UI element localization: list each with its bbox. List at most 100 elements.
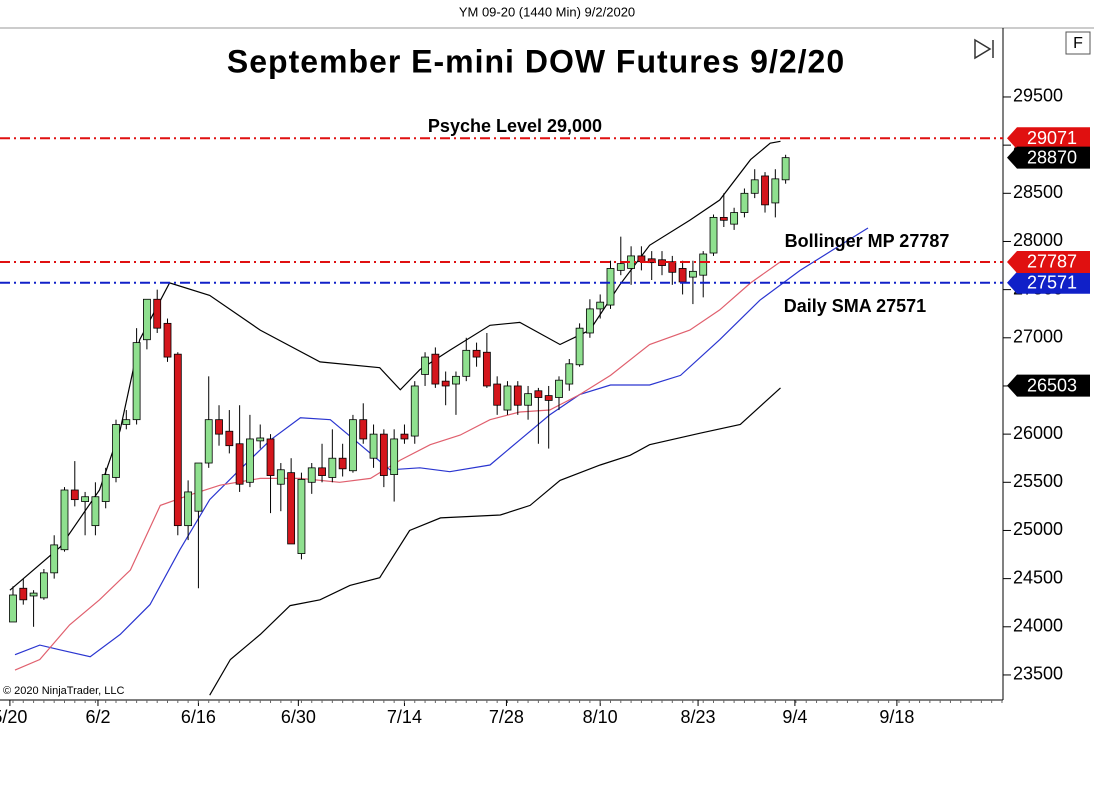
candle-body — [91, 496, 100, 527]
candle-body — [379, 433, 388, 476]
copyright: © 2020 NinjaTrader, LLC — [3, 685, 124, 697]
candle-body — [266, 438, 275, 476]
y-tick-label: 26000 — [1013, 423, 1063, 443]
candle-body — [204, 419, 213, 464]
candle-body — [81, 496, 89, 502]
candle-body — [60, 489, 69, 551]
candle-body — [678, 268, 687, 283]
candle-body — [421, 356, 429, 375]
candle-body — [132, 342, 141, 421]
candle-body — [143, 298, 151, 341]
y-tick-label: 25500 — [1013, 471, 1063, 491]
price-box — [1007, 250, 1090, 273]
candle-body — [555, 379, 563, 398]
candle-body — [328, 457, 337, 478]
candle-body — [709, 216, 718, 254]
play-icon[interactable] — [974, 38, 992, 60]
candle-body — [276, 469, 285, 485]
candle-body — [70, 489, 79, 501]
x-tick-label: 7/14 — [387, 707, 422, 727]
y-tick-label: 24500 — [1013, 567, 1063, 587]
candle-body — [699, 253, 708, 276]
price-box — [1007, 374, 1090, 397]
candle-body — [647, 258, 656, 264]
candle-body — [359, 419, 368, 440]
candle-body — [194, 462, 203, 512]
x-tick-label: 9/4 — [782, 707, 807, 727]
candle-body — [246, 438, 254, 483]
candle-body — [318, 467, 326, 476]
candle-body — [606, 268, 615, 306]
candle-body — [400, 433, 409, 440]
indicator-line — [209, 387, 781, 696]
candle-body — [596, 301, 605, 310]
price-box — [1007, 127, 1090, 150]
candle-body — [719, 216, 728, 221]
candle-body — [534, 390, 543, 398]
candle-body — [287, 472, 296, 545]
candle-body — [225, 430, 234, 447]
candle-body — [297, 479, 306, 554]
candle-body — [771, 178, 780, 204]
candle-body — [616, 263, 625, 271]
y-tick-label: 28000 — [1013, 230, 1063, 250]
indicator-line — [14, 227, 869, 658]
candle-body — [761, 175, 769, 206]
candle-body — [173, 353, 182, 527]
price-box-label: 27787 — [1027, 252, 1077, 272]
candle-body — [524, 393, 532, 406]
toolbar-button-label[interactable]: F — [1073, 35, 1083, 52]
candle-body — [493, 383, 502, 406]
candle-body — [19, 587, 28, 601]
toolbar-button[interactable] — [1065, 31, 1091, 55]
y-tick-label: 24000 — [1013, 616, 1063, 636]
candle-body — [29, 592, 38, 597]
candle-body — [482, 351, 491, 387]
x-tick-label: 6/30 — [281, 707, 316, 727]
y-tick-label: 27000 — [1013, 327, 1063, 347]
x-tick-label: 8/23 — [681, 707, 716, 727]
candle-body — [689, 270, 697, 278]
play-button[interactable] — [974, 38, 994, 60]
candle-body — [668, 261, 677, 273]
price-box — [1007, 146, 1090, 169]
candle-body — [441, 380, 450, 387]
candle-body — [410, 385, 419, 437]
candle-body — [9, 594, 17, 623]
candle-body — [235, 443, 244, 485]
candle-body — [163, 322, 172, 358]
candle-body — [472, 349, 481, 358]
candle-body — [112, 424, 120, 478]
candle-body — [184, 491, 193, 527]
x-tick-label: 8/10 — [583, 707, 618, 727]
candle-body — [349, 419, 357, 472]
candle-body — [390, 438, 399, 475]
candle-body — [730, 212, 739, 225]
candle-body — [585, 308, 594, 334]
candle-body — [575, 327, 584, 366]
candle-body — [369, 433, 378, 459]
chart-header: YM 09-20 (1440 Min) 9/2/2020 — [459, 4, 635, 19]
x-tick-label: 7/28 — [489, 707, 524, 727]
price-box — [1007, 271, 1090, 294]
candle-body — [256, 437, 265, 442]
x-tick-label: 6/16 — [181, 707, 216, 727]
candle-body — [215, 419, 223, 435]
candle-body — [101, 474, 110, 502]
chart-title: September E-mini DOW Futures 9/2/20 — [227, 43, 845, 79]
y-tick-label: 23500 — [1013, 664, 1063, 684]
candle-body — [462, 349, 471, 377]
candle-body — [431, 353, 440, 385]
price-box-label: 27571 — [1027, 273, 1077, 293]
y-tick-label: 29500 — [1013, 86, 1063, 106]
candle-body — [153, 298, 162, 329]
candle-body — [307, 467, 316, 483]
indicator-line — [14, 261, 781, 671]
x-tick-label: 5/20 — [0, 707, 27, 727]
x-tick-label: 6/2 — [85, 707, 110, 727]
candle-body — [750, 179, 759, 194]
candle-body — [452, 375, 460, 385]
y-tick-label: 25000 — [1013, 519, 1063, 539]
